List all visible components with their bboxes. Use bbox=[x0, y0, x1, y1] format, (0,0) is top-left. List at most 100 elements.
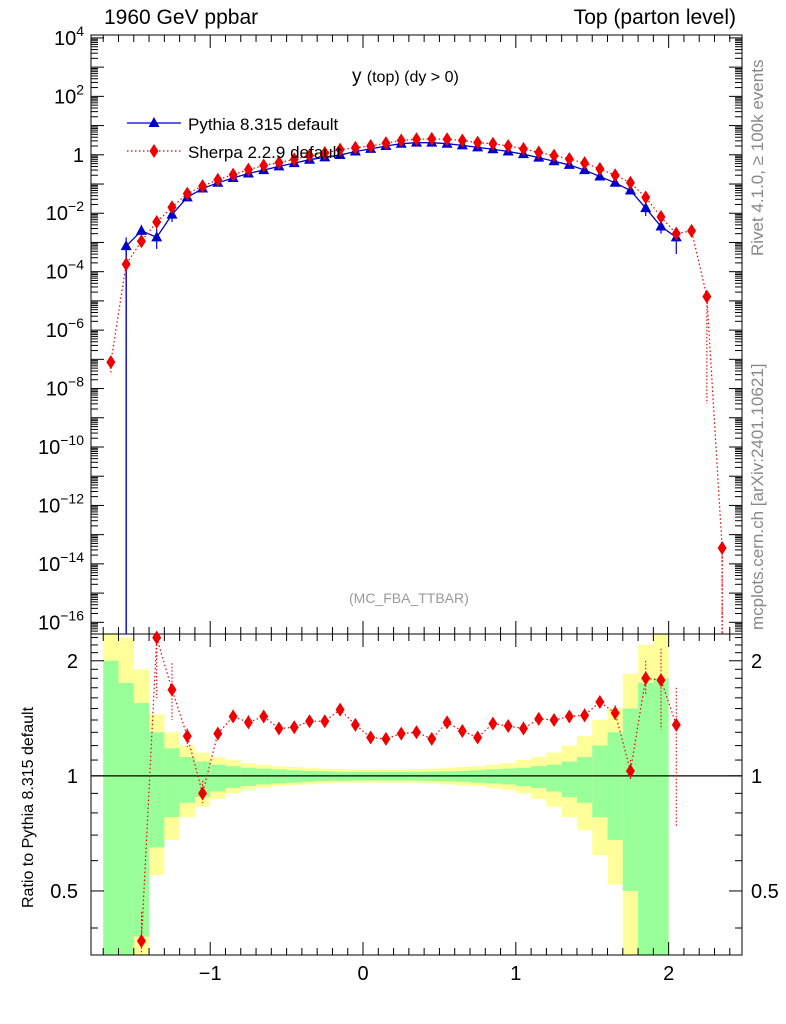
ratio-sherpa-marker bbox=[442, 715, 452, 730]
ratio-sherpa-marker bbox=[228, 709, 238, 724]
ratio-sherpa-marker bbox=[564, 709, 574, 724]
uncertainty-band-inner bbox=[118, 682, 134, 955]
sherpa-marker bbox=[152, 215, 162, 230]
legend-sherpa-marker bbox=[149, 144, 159, 158]
pythia-marker bbox=[135, 224, 147, 235]
sherpa-marker bbox=[427, 131, 437, 146]
legend-pythia-marker bbox=[148, 117, 160, 127]
ratio-y-tick-label: 1 bbox=[67, 766, 78, 788]
uncertainty-band-inner bbox=[256, 768, 272, 785]
uncertainty-band-inner bbox=[576, 757, 593, 803]
ratio-sherpa-marker bbox=[167, 682, 177, 697]
ratio-sherpa-marker bbox=[580, 708, 590, 723]
uncertainty-band-inner bbox=[638, 682, 654, 955]
sherpa-marker bbox=[106, 355, 116, 370]
uncertainty-band-inner bbox=[531, 766, 547, 788]
uncertainty-band-inner bbox=[103, 660, 119, 955]
sherpa-marker bbox=[610, 168, 620, 183]
y-tick-label: 104 bbox=[54, 23, 84, 50]
y-tick-label: 10−6 bbox=[46, 315, 84, 342]
ratio-sherpa-marker bbox=[259, 709, 269, 724]
ratio-plot-frame bbox=[90, 633, 743, 956]
sherpa-marker bbox=[335, 142, 345, 157]
pythia-marker bbox=[655, 220, 667, 231]
y-tick-label: 10−14 bbox=[38, 549, 84, 576]
sherpa-marker bbox=[381, 136, 391, 151]
sherpa-marker bbox=[167, 200, 177, 215]
ratio-y-tick-label: 2 bbox=[67, 651, 78, 673]
ratio-sherpa-marker bbox=[549, 713, 559, 728]
uncertainty-band-inner bbox=[607, 732, 623, 840]
side-label-rivet: Rivet 4.1.0, ≥ 100k events bbox=[748, 59, 767, 256]
ratio-y-tick-label: 0.5 bbox=[50, 881, 78, 903]
sherpa-marker bbox=[457, 133, 467, 148]
ratio-sherpa-marker bbox=[656, 673, 666, 688]
y-tick-label: 10−16 bbox=[38, 607, 84, 634]
ratio-sherpa-marker bbox=[243, 715, 253, 730]
sherpa-marker bbox=[213, 172, 223, 187]
ratio-sherpa-marker bbox=[366, 730, 376, 745]
uncertainty-band-inner bbox=[194, 761, 211, 798]
x-tick-label: −1 bbox=[199, 963, 222, 985]
sherpa-marker bbox=[289, 152, 299, 167]
sherpa-marker bbox=[350, 140, 360, 155]
sherpa-marker bbox=[580, 156, 590, 171]
sherpa-marker bbox=[305, 148, 315, 163]
sherpa-marker bbox=[641, 190, 651, 205]
uncertainty-band-inner bbox=[149, 732, 165, 848]
ratio-sherpa-marker bbox=[671, 717, 681, 732]
uncertainty-band-inner bbox=[653, 678, 669, 955]
plot-title: y (top) (dy > 0) bbox=[352, 66, 459, 88]
sherpa-marker bbox=[503, 139, 513, 154]
ratio-sherpa-marker bbox=[350, 717, 360, 732]
sherpa-marker bbox=[182, 186, 192, 201]
ratio-sherpa-marker bbox=[473, 730, 483, 745]
sherpa-marker bbox=[656, 209, 666, 224]
legend-sherpa-label: Sherpa 2.2.9 default bbox=[188, 143, 341, 162]
sherpa-marker bbox=[198, 179, 208, 194]
uncertainty-band-inner bbox=[500, 768, 516, 785]
sherpa-marker bbox=[320, 146, 330, 161]
ratio-sherpa-marker bbox=[381, 731, 391, 746]
uncertainty-band-inner bbox=[210, 764, 226, 792]
ratio-sherpa-marker bbox=[518, 721, 528, 736]
sherpa-marker bbox=[549, 148, 559, 163]
sherpa-marker bbox=[274, 155, 284, 170]
ratio-sherpa-marker bbox=[182, 729, 192, 744]
sherpa-marker bbox=[473, 135, 483, 150]
ratio-y-tick-label-right: 0.5 bbox=[751, 881, 779, 903]
y-tick-label: 10−2 bbox=[46, 198, 84, 225]
ratio-sherpa-marker bbox=[427, 731, 437, 746]
ratio-sherpa-marker bbox=[198, 786, 208, 801]
sherpa-marker bbox=[702, 289, 712, 304]
ratio-sherpa-marker bbox=[136, 933, 146, 948]
sherpa-marker bbox=[687, 223, 697, 238]
sherpa-marker bbox=[625, 175, 635, 190]
ratio-y-axis-label: Ratio to Pythia 8.315 default bbox=[20, 706, 37, 908]
uncertainty-band-inner bbox=[515, 767, 532, 787]
legend-pythia-label: Pythia 8.315 default bbox=[188, 115, 339, 134]
sherpa-marker bbox=[671, 226, 681, 241]
sherpa-marker bbox=[228, 167, 238, 182]
sherpa-marker bbox=[366, 139, 376, 154]
uncertainty-band-inner bbox=[240, 767, 257, 787]
ratio-sherpa-marker bbox=[152, 630, 162, 645]
sherpa-marker bbox=[243, 162, 253, 177]
sherpa-marker bbox=[442, 132, 452, 147]
ratio-sherpa-marker bbox=[610, 706, 620, 721]
sherpa-marker bbox=[412, 132, 421, 147]
y-tick-label: 1 bbox=[73, 145, 84, 167]
uncertainty-band-inner bbox=[561, 761, 577, 798]
ratio-sherpa-marker bbox=[625, 763, 635, 778]
ratio-sherpa-marker bbox=[488, 716, 498, 731]
sherpa-marker bbox=[121, 257, 131, 272]
y-tick-label: 102 bbox=[54, 81, 84, 108]
sherpa-marker bbox=[518, 141, 528, 156]
x-tick-label: 2 bbox=[663, 963, 674, 985]
ratio-sherpa-marker bbox=[641, 671, 651, 686]
header-left-title: 1960 GeV ppbar bbox=[104, 6, 259, 29]
sherpa-marker bbox=[534, 145, 544, 160]
ratio-sherpa-marker bbox=[289, 720, 299, 735]
ratio-sherpa-marker bbox=[595, 695, 605, 710]
